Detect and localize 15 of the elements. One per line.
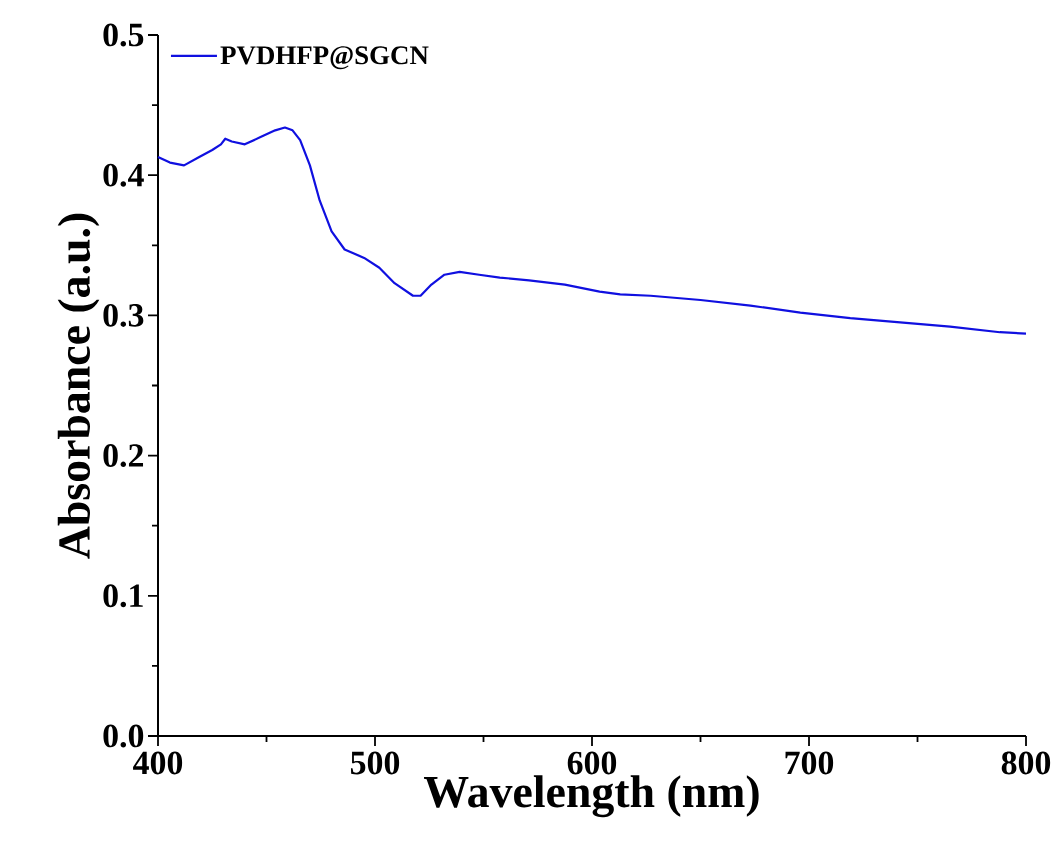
x-tick-label: 600 bbox=[567, 751, 617, 775]
y-tick-label: 0.3 bbox=[103, 303, 144, 327]
y-tick-label: 0.0 bbox=[103, 724, 144, 748]
x-tick-label: 400 bbox=[133, 751, 183, 775]
y-tick-label: 0.4 bbox=[103, 163, 144, 187]
y-tick-label: 0.5 bbox=[103, 23, 144, 47]
legend-label: PVDHFP@SGCN bbox=[220, 46, 429, 70]
y-axis-title: Absorbance (a.u.) bbox=[57, 213, 100, 559]
y-tick-label: 0.1 bbox=[103, 584, 143, 608]
x-tick-label: 800 bbox=[1001, 751, 1051, 775]
x-axis-title: Wavelength (nm) bbox=[423, 775, 759, 818]
x-tick-label: 700 bbox=[785, 751, 834, 775]
y-tick-label: 0.2 bbox=[103, 444, 144, 468]
line-series bbox=[156, 126, 1028, 335]
x-tick-label: 500 bbox=[350, 751, 400, 775]
